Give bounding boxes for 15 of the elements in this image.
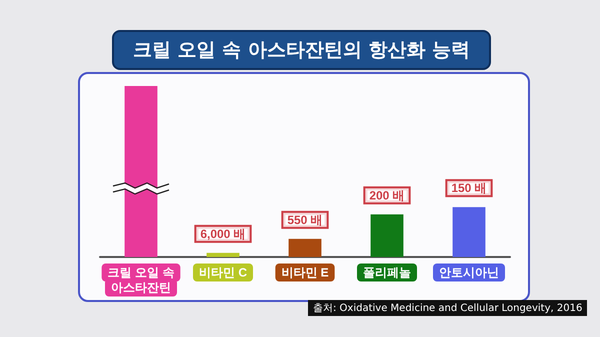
x-tick-label: 비타민 E <box>281 266 329 280</box>
chart-title: 크릴 오일 속 아스타잔틴의 항산화 능력 <box>112 30 491 70</box>
bar <box>206 252 240 257</box>
bar <box>370 214 404 257</box>
bar <box>288 238 322 257</box>
x-tick-label: 비타민 C <box>199 266 248 280</box>
source-note: 출처: Oxidative Medicine and Cellular Longevity, 2016 <box>308 300 588 316</box>
bar <box>452 207 486 257</box>
annotation: 550 배 <box>287 212 323 227</box>
annotation: 6,000 배 <box>200 226 246 241</box>
annotation: 150 배 <box>451 181 487 196</box>
x-tick-label: 크릴 오일 속 아스타잔틴 <box>108 266 174 294</box>
x-tick-label: 안토시아닌 <box>439 266 499 280</box>
x-tick-label: 폴리페놀 <box>363 266 411 280</box>
annotation: 200 배 <box>369 188 405 202</box>
